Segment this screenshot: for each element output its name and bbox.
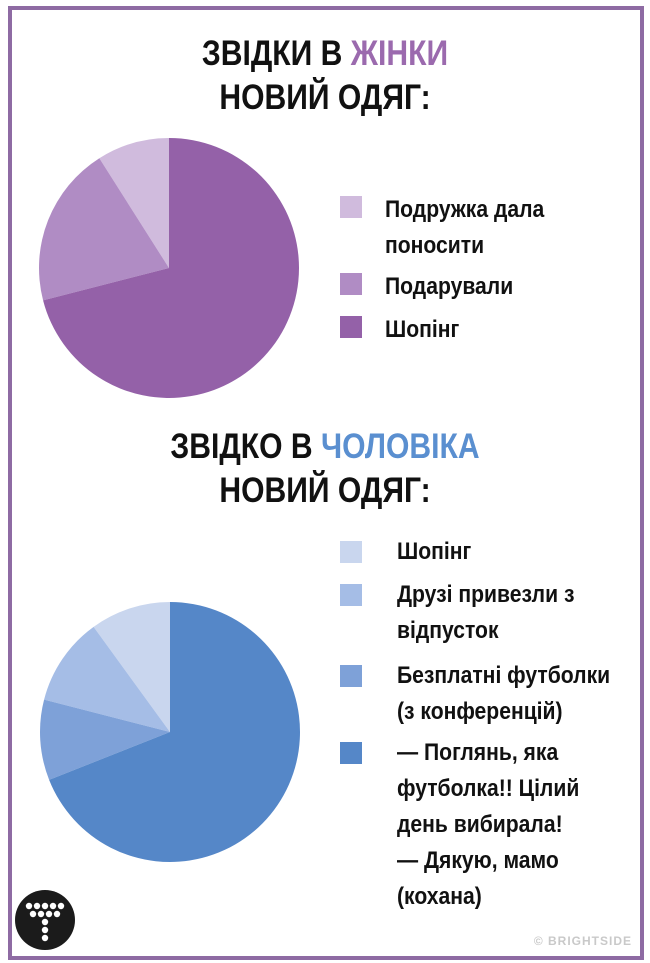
chart2-legend-label-1: Друзі привезли з відпусток <box>397 581 575 644</box>
chart2-legend: Шопінг Друзі привезли з відпусток Безплатн… <box>340 534 640 914</box>
chart1-title: ЗВІДКИ В ЖІНКИ НОВИЙ ОДЯГ: <box>46 32 605 120</box>
chart1-legend-label-0: Подружка дала поносити <box>385 196 545 259</box>
chart2-slice-3 <box>49 602 300 862</box>
chart1-legend-label-2: Шопінг <box>385 316 460 343</box>
chart1-legend-label-1: Подарували <box>385 273 514 300</box>
credit-text: © BRIGHTSIDE <box>533 934 632 948</box>
chart1-legend-swatch-1 <box>340 273 362 295</box>
chart1-title-part1: ЗВІДКИ В <box>201 34 351 73</box>
chart2-legend-swatch-2 <box>340 665 362 687</box>
chart2-legend-label-3: — Поглянь, яка футболка!! Цілий день виб… <box>397 739 580 910</box>
chart2-slice-1 <box>44 626 170 732</box>
chart2-slice-0 <box>93 602 170 732</box>
chart2-pie <box>39 602 300 862</box>
chart1-legend: Подружка дала поносити Подарували Шопінг <box>340 192 640 362</box>
chart1-legend-swatch-2 <box>340 316 362 338</box>
chart1-title-line2: НОВИЙ ОДЯГ: <box>219 78 431 117</box>
chart2-slice-2 <box>39 699 170 780</box>
chart1-slice-2 <box>43 138 299 398</box>
chart1-pie <box>39 138 299 398</box>
bright-side-t-logo-icon <box>15 890 75 950</box>
chart2-title: ЗВІДКО В ЧОЛОВІКА НОВИЙ ОДЯГ: <box>46 425 605 513</box>
chart1-title-accent: ЖІНКИ <box>350 34 449 73</box>
chart2-legend-label-2: Безплатні футболки (з конференцій) <box>397 662 611 725</box>
chart2-title-line2: НОВИЙ ОДЯГ: <box>219 471 431 510</box>
chart2-title-part1: ЗВІДКО В <box>170 427 322 466</box>
chart1-legend-swatch-0 <box>340 196 362 218</box>
chart2-title-accent: ЧОЛОВІКА <box>321 427 480 466</box>
chart2-legend-label-0: Шопінг <box>397 538 472 565</box>
chart2-legend-swatch-0 <box>340 541 362 563</box>
chart2-legend-swatch-1 <box>340 584 362 606</box>
chart1-slice-0 <box>99 138 169 268</box>
chart1-slice-1 <box>39 158 169 301</box>
chart2-legend-swatch-3 <box>340 742 362 764</box>
